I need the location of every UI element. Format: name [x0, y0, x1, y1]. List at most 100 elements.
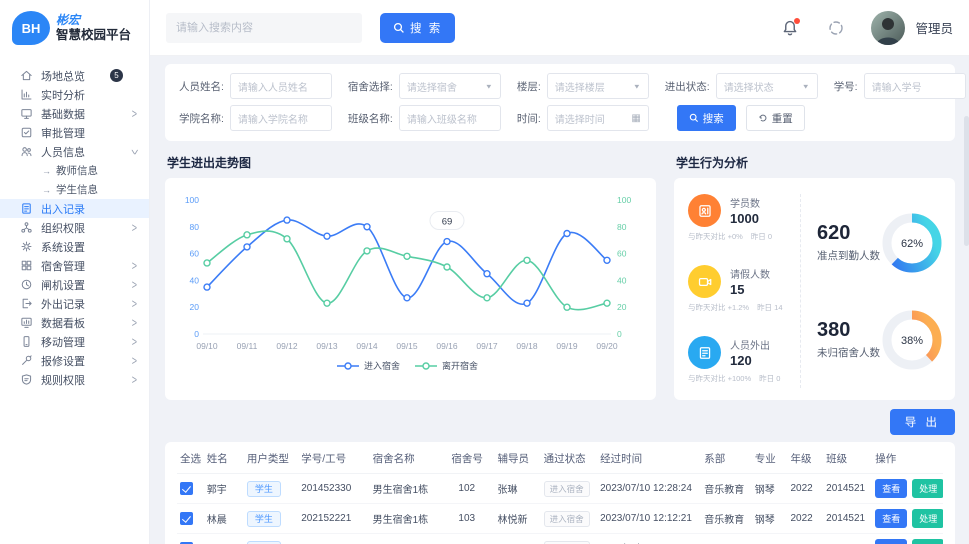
sidebar-item-4[interactable]: 审批管理 [0, 123, 149, 142]
filter-date[interactable]: 请选择时间 ▦ [546, 105, 649, 131]
svg-text:20: 20 [190, 302, 200, 312]
gauge-value: 620 [817, 222, 851, 244]
chevron-right-icon: > [131, 277, 137, 292]
stat-value: 120 [730, 353, 752, 368]
sidebar-item-label: 报修设置 [41, 355, 85, 368]
stat-prev: 昨日 0 [759, 374, 781, 383]
sidebar-item-8[interactable]: 系统设置 [0, 237, 149, 256]
cell-name: 郭宇 [203, 473, 244, 504]
sidebar-item-9[interactable]: 宿舍管理 > [0, 256, 149, 275]
cell-counselor: 张琳 [494, 533, 541, 544]
filter-reset-button[interactable]: 重置 [745, 105, 805, 131]
cell-class: 2014521 [823, 473, 873, 504]
sidebar-item-14[interactable]: 报修设置 > [0, 351, 149, 370]
cell-room: 103 [448, 503, 495, 534]
view-button[interactable]: 查看 [875, 509, 908, 528]
brand-logo-icon: BH [12, 11, 50, 45]
filter-select[interactable]: 请选择状态 ▼ [715, 73, 818, 99]
svg-text:69: 69 [442, 217, 453, 228]
sidebar-item-3[interactable]: 基础数据 > [0, 104, 149, 123]
column-header: 学号/工号 [298, 444, 370, 474]
refresh-loading-icon[interactable] [827, 19, 845, 37]
svg-text:09/20: 09/20 [596, 341, 618, 351]
column-header: 通过状态 [540, 444, 598, 474]
document-icon [688, 336, 721, 369]
sidebar-item-11[interactable]: 外出记录 > [0, 294, 149, 313]
cell-major: 钢琴 [751, 533, 788, 544]
sidebar-subitem[interactable]: → 学生信息 [42, 184, 98, 196]
svg-text:0: 0 [194, 329, 199, 339]
filter-search-button[interactable]: 搜索 [676, 105, 736, 131]
sidebar-subitem[interactable]: → 教师信息 [42, 165, 98, 177]
filter-select[interactable]: 请选择楼层 ▼ [546, 73, 649, 99]
row-checkbox[interactable] [180, 542, 193, 544]
svg-text:09/18: 09/18 [516, 341, 538, 351]
filter-input[interactable]: 请输入班级名称 [398, 105, 501, 131]
arrow-right-icon: → [42, 184, 51, 195]
cell-dept: 音乐教育 [701, 473, 752, 504]
table-row: 郭宇 学生 201452330 男生宿舍1栋 102 张琳 进入宿舍 2023/07/10 1… [177, 473, 943, 504]
user-avatar[interactable] [871, 10, 906, 45]
sidebar-item-label: 规则权限 [41, 374, 85, 387]
user-type-tag: 学生 [246, 481, 281, 497]
sidebar-item-7[interactable]: 组织权限 > [0, 218, 149, 237]
row-checkbox[interactable] [180, 512, 193, 525]
chevron-down-icon: ▼ [484, 82, 493, 90]
sidebar-item-6[interactable]: 出入记录 [0, 199, 149, 218]
column-header: 用户类型 [243, 444, 299, 474]
export-button[interactable]: 导 出 [889, 409, 955, 435]
cell-major: 钢琴 [751, 503, 788, 534]
filter-input[interactable]: 请输入学号 [863, 73, 966, 99]
sidebar-item-2[interactable]: 实时分析 [0, 85, 149, 104]
cell-name: 何天 [203, 533, 244, 544]
notification-bell-icon[interactable] [781, 17, 801, 37]
sidebar-nav: 场地总览 5 实时分析 基础数据 > 审批管理人员信息 > → 教师信息 → 学生信息出入记录 组织权… [0, 56, 149, 544]
cell-id: 201452341 [298, 533, 370, 544]
status-tag: 进入宿舍 [543, 540, 590, 544]
stat-label: 人员外出 [730, 341, 770, 352]
view-button[interactable]: 查看 [875, 479, 908, 498]
chevron-right-icon: > [131, 353, 137, 368]
filter-label: 时间: [516, 112, 541, 125]
svg-text:40: 40 [190, 275, 200, 285]
cell-room: 102 [448, 473, 495, 504]
filter-input[interactable]: 请输入人员姓名 [229, 73, 332, 99]
reset-icon [759, 114, 767, 122]
brand-logo[interactable]: BH 彬宏 智慧校园平台 [0, 0, 149, 56]
vertical-scrollbar-thumb[interactable] [964, 116, 969, 246]
chevron-down-icon: > [127, 148, 142, 155]
cell-counselor: 林悦新 [494, 503, 541, 534]
sidebar-item-1[interactable]: 场地总览 5 [0, 66, 149, 85]
filter-select[interactable]: 请选择宿舍 ▼ [398, 73, 501, 99]
svg-text:100: 100 [185, 195, 199, 205]
sidebar-item-13[interactable]: 移动管理 > [0, 332, 149, 351]
sidebar-item-label: 闸机设置 [41, 279, 85, 292]
cell-counselor: 张琳 [494, 473, 541, 504]
status-tag: 进入宿舍 [543, 480, 590, 497]
chevron-right-icon: > [131, 372, 137, 387]
org-icon [20, 221, 33, 234]
sidebar-item-12[interactable]: 数据看板 > [0, 313, 149, 332]
rules-icon [20, 373, 33, 386]
filter-label: 人员姓名: [179, 80, 224, 93]
search-button-label: 搜 索 [410, 22, 443, 35]
handle-button[interactable]: 处理 [912, 509, 943, 528]
row-checkbox[interactable] [180, 482, 193, 495]
column-header[interactable]: 全选 [177, 444, 204, 474]
filter-panel: 人员姓名: 请输入人员姓名 宿舍选择: 请选择宿舍 ▼ 楼层: 请选择楼层 ▼ 进出状态: 请选择… [165, 64, 966, 141]
cell-grade: 2022 [787, 533, 824, 544]
filter-input[interactable]: 请输入学院名称 [229, 105, 332, 131]
svg-text:09/12: 09/12 [276, 341, 298, 351]
svg-text:09/11: 09/11 [237, 341, 258, 351]
sidebar-item-10[interactable]: 闸机设置 > [0, 275, 149, 294]
search-button[interactable]: 搜 索 [380, 12, 456, 43]
sidebar-item-label: 人员信息 [41, 146, 85, 159]
sidebar-item-15[interactable]: 规则权限 > [0, 370, 149, 389]
cell-time: 2023/07/10 12:12:21 [597, 503, 702, 534]
handle-button[interactable]: 处理 [912, 539, 943, 544]
handle-button[interactable]: 处理 [912, 479, 943, 498]
view-button[interactable]: 查看 [875, 539, 908, 544]
search-input[interactable] [166, 12, 362, 43]
cell-name: 林晨 [203, 503, 244, 534]
sidebar-item-5[interactable]: 人员信息 > [0, 142, 149, 161]
